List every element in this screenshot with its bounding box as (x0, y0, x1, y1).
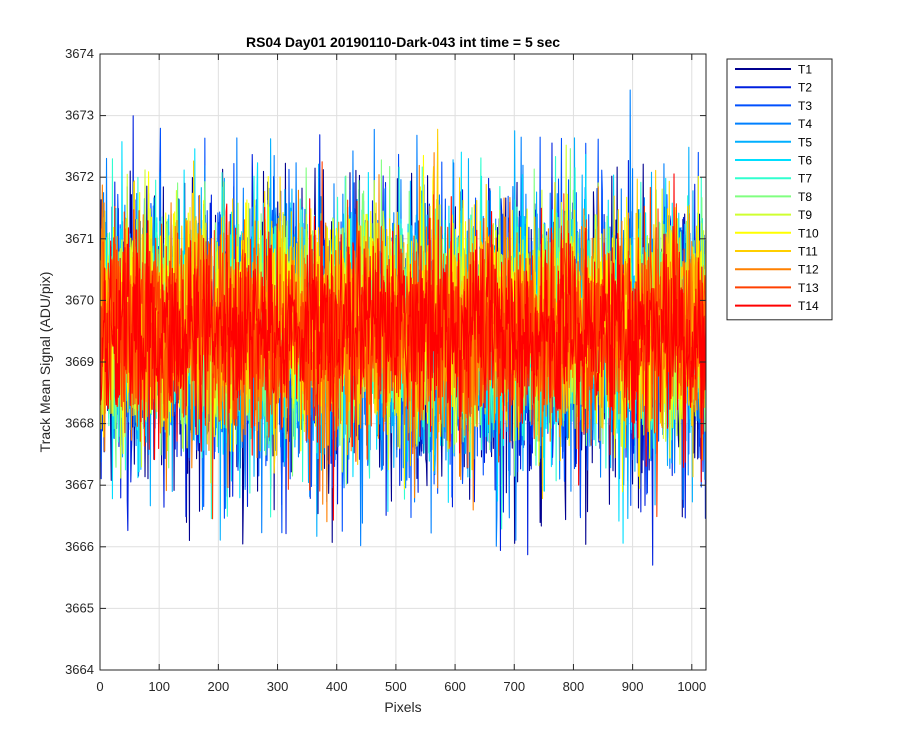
x-tick-label: 800 (563, 679, 585, 694)
legend-label: T13 (798, 281, 819, 295)
series-line-t13 (100, 161, 706, 520)
x-tick-label: 300 (267, 679, 289, 694)
axis-ticks: 0 100 200 300 400 500 600 700 800 900 1000 3664 3665… (65, 46, 706, 694)
y-tick-label: 3665 (65, 600, 94, 615)
y-tick-label: 3669 (65, 354, 94, 369)
legend-label: T5 (798, 135, 812, 149)
x-tick-label: 0 (96, 679, 103, 694)
legend-label: T14 (798, 299, 819, 313)
legend-label: T2 (798, 81, 812, 95)
y-tick-label: 3666 (65, 539, 94, 554)
y-tick-label: 3668 (65, 416, 94, 431)
x-axis-label: Pixels (384, 699, 421, 715)
y-tick-label: 3671 (65, 231, 94, 246)
x-tick-label: 200 (208, 679, 230, 694)
x-tick-label: 500 (385, 679, 407, 694)
x-tick-label: 900 (622, 679, 644, 694)
legend-label: T9 (798, 208, 812, 222)
y-tick-label: 3673 (65, 108, 94, 123)
legend-label: T7 (798, 172, 812, 186)
y-tick-label: 3672 (65, 169, 94, 184)
chart-title: RS04 Day01 20190110-Dark-043 int time = … (246, 34, 560, 50)
x-tick-label: 400 (326, 679, 348, 694)
legend-label: T11 (798, 245, 818, 259)
series-line-t14 (100, 173, 706, 521)
x-tick-label: 600 (444, 679, 466, 694)
y-tick-label: 3670 (65, 292, 94, 307)
y-tick-label: 3674 (65, 46, 94, 61)
legend-box (726, 58, 833, 321)
legend-label: T10 (798, 226, 819, 240)
x-tick-label: 1000 (677, 679, 706, 694)
legend-label: T6 (798, 154, 812, 168)
legend-label: T12 (798, 263, 819, 277)
legend-label: T8 (798, 190, 812, 204)
series-lines (100, 89, 706, 566)
x-tick-label: 100 (148, 679, 170, 694)
y-tick-label: 3664 (65, 662, 94, 677)
x-tick-label: 700 (503, 679, 525, 694)
legend: T1 T2 T3 T4 T5 T6 T7 T8 T9 T10 T11 T12 T13 T14 (726, 58, 833, 321)
y-tick-label: 3667 (65, 477, 94, 492)
legend-label: T1 (798, 63, 812, 77)
legend-label: T3 (798, 99, 812, 113)
legend-label: T4 (798, 117, 812, 131)
y-axis-label: Track Mean Signal (ADU/pix) (37, 272, 53, 453)
